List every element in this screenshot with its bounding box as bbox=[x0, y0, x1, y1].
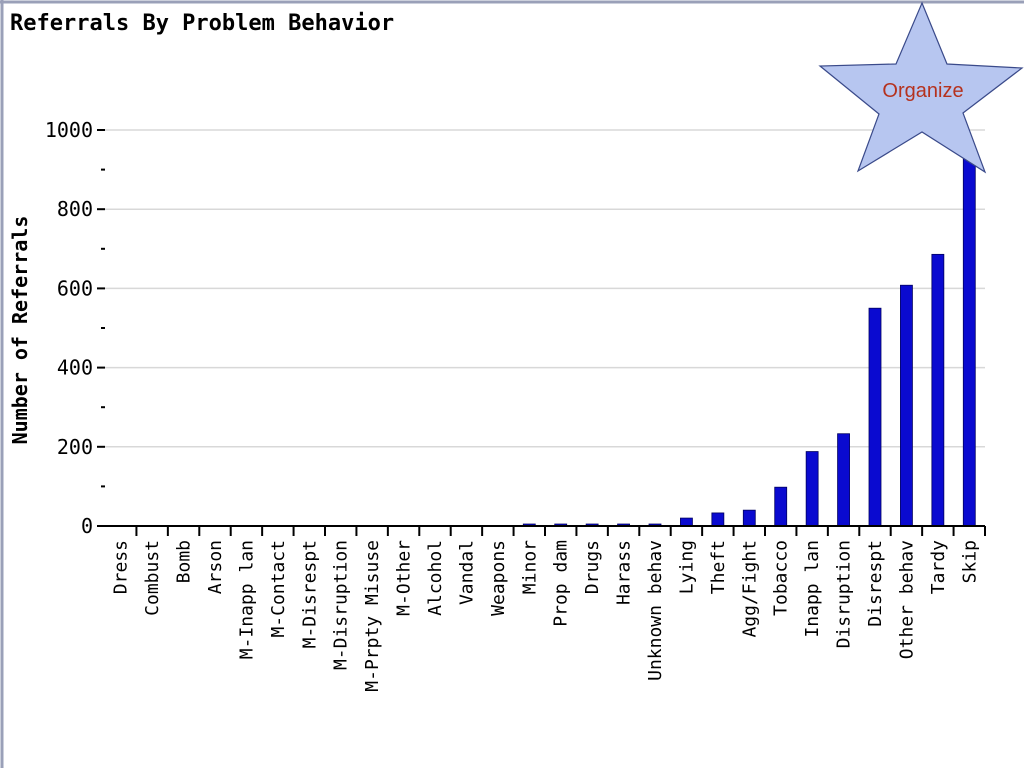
x-tick-label: M-Other bbox=[394, 540, 415, 616]
bar-skip bbox=[962, 157, 976, 527]
x-tick-label: Vandal bbox=[456, 540, 477, 605]
y-tick-label: 1000 bbox=[45, 118, 93, 142]
x-tick-label: Weapons bbox=[488, 540, 509, 616]
bar-agg-fight bbox=[742, 509, 756, 527]
x-axis-ticks: Dress Combust Bomb Arson M-Inapp lan M-Contac… bbox=[111, 526, 986, 692]
x-tick-label: Agg/Fight bbox=[739, 540, 760, 638]
x-tick-label: Other behav bbox=[896, 540, 917, 659]
x-tick-label: Lying bbox=[676, 540, 697, 594]
x-tick-label: Alcohol bbox=[425, 540, 446, 616]
bar-theft bbox=[711, 512, 725, 527]
grid-lines bbox=[105, 129, 985, 527]
bar-other-behav bbox=[900, 284, 913, 527]
bar-disruption bbox=[837, 433, 850, 527]
x-tick-label: Minor bbox=[519, 540, 540, 594]
bar-tobacco bbox=[774, 486, 788, 527]
x-tick-label: Dress bbox=[111, 540, 132, 594]
bar-inapp-lan bbox=[805, 451, 819, 527]
star-icon bbox=[818, 1, 1024, 174]
x-tick-label: Inapp lan bbox=[802, 540, 823, 638]
organize-label: Organize bbox=[882, 80, 963, 102]
bar-disrespt bbox=[868, 307, 882, 527]
organize-callout[interactable]: Organize bbox=[818, 1, 1024, 174]
bar-lying bbox=[680, 517, 693, 527]
x-tick-label: Skip bbox=[959, 540, 980, 583]
x-tick-label: M-Prpty Misuse bbox=[362, 540, 383, 692]
x-tick-label: Disrespt bbox=[865, 540, 886, 627]
x-tick-label: Tardy bbox=[928, 540, 949, 594]
x-tick-label: M-Contact bbox=[268, 540, 289, 638]
bar-tardy bbox=[931, 253, 945, 527]
x-tick-label: Unknown behav bbox=[645, 540, 666, 681]
y-tick-label: 0 bbox=[81, 514, 93, 538]
x-tick-label: Drugs bbox=[582, 540, 603, 594]
chart-title: Referrals By Problem Behavior bbox=[10, 11, 394, 36]
x-tick-label: Disruption bbox=[834, 540, 855, 648]
x-tick-label: Harass bbox=[614, 540, 635, 605]
x-tick-label: Combust bbox=[142, 540, 163, 616]
x-tick-label: Bomb bbox=[174, 540, 195, 583]
x-tick-label: M-Disruption bbox=[331, 540, 352, 670]
y-axis-label: Number of Referrals bbox=[8, 216, 32, 445]
x-tick-label: M-Inapp lan bbox=[236, 540, 257, 659]
x-tick-label: Tobacco bbox=[771, 540, 792, 616]
y-axis-ticks: 0 200 400 600 800 1000 bbox=[45, 118, 105, 538]
x-tick-label: Theft bbox=[708, 540, 729, 594]
y-tick-label: 400 bbox=[57, 356, 93, 380]
y-tick-label: 200 bbox=[57, 435, 93, 459]
y-tick-label: 600 bbox=[57, 276, 93, 300]
x-tick-label: Prop dam bbox=[551, 540, 572, 627]
x-tick-label: M-Disrespt bbox=[299, 540, 320, 648]
bars bbox=[522, 157, 976, 527]
x-tick-label: Arson bbox=[205, 540, 226, 594]
y-tick-label: 800 bbox=[57, 197, 93, 221]
